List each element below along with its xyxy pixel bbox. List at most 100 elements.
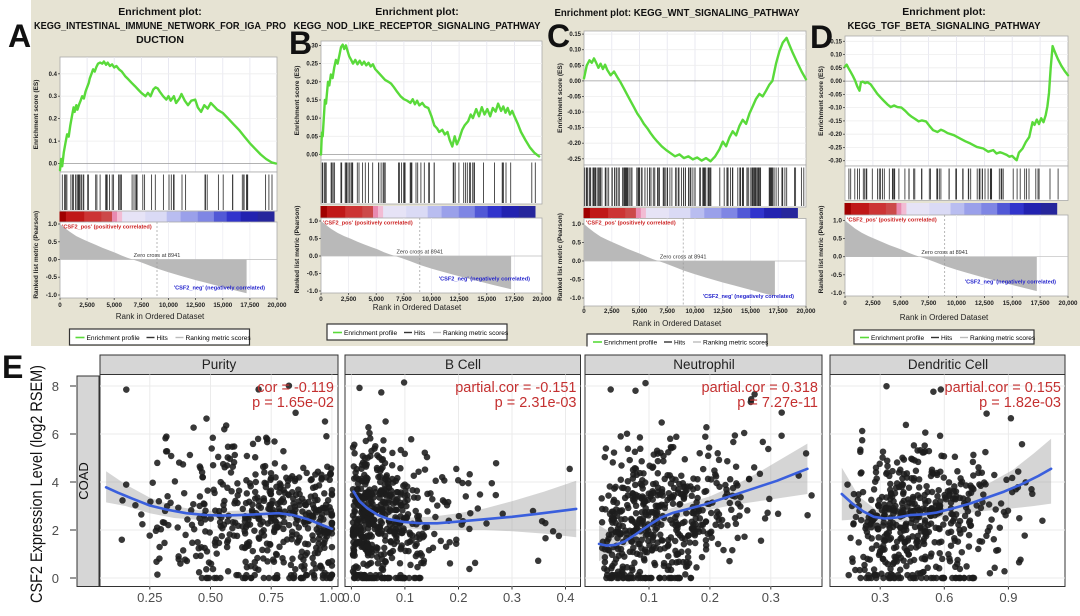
svg-text:Enrichment profile: Enrichment profile: [604, 340, 657, 347]
svg-text:Ranked list metric (Pearson): Ranked list metric (Pearson): [33, 211, 40, 299]
svg-text:0.15: 0.15: [569, 32, 581, 38]
svg-text:2: 2: [52, 523, 59, 538]
svg-text:12,500: 12,500: [186, 302, 205, 309]
svg-text:10,000: 10,000: [686, 308, 705, 315]
svg-text:17,500: 17,500: [240, 302, 259, 309]
svg-text:Ranking metric scores: Ranking metric scores: [970, 335, 1036, 342]
svg-text:0: 0: [58, 302, 62, 309]
svg-text:1.0: 1.0: [572, 221, 581, 228]
svg-text:15,000: 15,000: [1003, 300, 1022, 307]
svg-text:Enrichment plot: KEGG_WNT_SIGN: Enrichment plot: KEGG_WNT_SIGNALING_PATH…: [555, 7, 800, 19]
svg-text:17,500: 17,500: [1031, 300, 1050, 307]
svg-text:0.1: 0.1: [396, 590, 414, 605]
svg-text:-0.20: -0.20: [828, 132, 842, 138]
svg-text:15,000: 15,000: [741, 308, 760, 315]
svg-text:0.30: 0.30: [306, 43, 318, 49]
svg-text:0.75: 0.75: [259, 590, 284, 605]
svg-text:0.10: 0.10: [830, 53, 842, 59]
svg-text:Enrichment score (ES): Enrichment score (ES): [818, 66, 825, 136]
svg-text:'CSF2_pos' (positively correla: 'CSF2_pos' (positively correlated): [586, 221, 676, 227]
svg-text:Ranked list metric (Pearson): Ranked list metric (Pearson): [818, 206, 825, 294]
svg-text:DUCTION: DUCTION: [136, 34, 184, 46]
svg-text:Hits: Hits: [674, 340, 686, 347]
svg-text:2,500: 2,500: [865, 300, 881, 307]
svg-text:Zero cross at 8941: Zero cross at 8941: [921, 250, 968, 256]
svg-text:-0.25: -0.25: [828, 145, 842, 151]
svg-text:10,000: 10,000: [422, 296, 441, 303]
svg-text:1.00: 1.00: [319, 590, 344, 605]
svg-text:0.9: 0.9: [999, 590, 1017, 605]
svg-text:-0.5: -0.5: [831, 272, 843, 279]
svg-text:p = 7.27e-11: p = 7.27e-11: [737, 395, 818, 411]
svg-text:5,000: 5,000: [368, 296, 384, 303]
svg-text:Enrichment plot:: Enrichment plot:: [375, 6, 458, 18]
svg-text:1.0: 1.0: [309, 218, 318, 225]
svg-text:CSF2 Expression Level (log2 RS: CSF2 Expression Level (log2 RSEM): [28, 365, 46, 603]
svg-text:7,500: 7,500: [134, 302, 150, 309]
svg-text:A: A: [8, 18, 31, 54]
svg-text:7,500: 7,500: [396, 296, 412, 303]
svg-text:-1.0: -1.0: [307, 288, 319, 295]
svg-text:0.3: 0.3: [762, 590, 780, 605]
svg-text:4: 4: [52, 475, 59, 490]
svg-text:8: 8: [52, 379, 59, 394]
svg-text:'CSF2_neg' (negatively correla: 'CSF2_neg' (negatively correlated): [174, 285, 265, 291]
svg-text:-1.0: -1.0: [46, 292, 58, 299]
svg-text:0.25: 0.25: [306, 62, 318, 68]
svg-text:0.05: 0.05: [569, 63, 581, 69]
svg-text:-0.15: -0.15: [567, 126, 581, 132]
svg-text:0.3: 0.3: [49, 94, 58, 100]
svg-text:5,000: 5,000: [106, 302, 122, 309]
svg-text:Hits: Hits: [414, 330, 426, 337]
svg-text:KEGG_TGF_BETA_SIGNALING_PATHWA: KEGG_TGF_BETA_SIGNALING_PATHWAY: [848, 20, 1041, 32]
svg-text:15,000: 15,000: [477, 296, 496, 303]
svg-text:20,000: 20,000: [797, 308, 816, 315]
svg-text:Zero cross at 8941: Zero cross at 8941: [396, 250, 443, 256]
svg-text:0.1: 0.1: [49, 139, 58, 145]
svg-text:partial.cor = 0.318: partial.cor = 0.318: [702, 380, 818, 396]
svg-text:Enrichment profile: Enrichment profile: [344, 330, 397, 337]
svg-text:0.15: 0.15: [306, 98, 318, 104]
svg-text:Ranking metric scores: Ranking metric scores: [443, 330, 509, 337]
svg-text:-0.10: -0.10: [828, 106, 842, 112]
svg-text:0.20: 0.20: [306, 80, 318, 86]
svg-text:0.05: 0.05: [830, 66, 842, 72]
svg-text:0.0: 0.0: [833, 254, 842, 261]
svg-text:Enrichment score (ES): Enrichment score (ES): [294, 66, 301, 136]
svg-text:-0.5: -0.5: [570, 277, 582, 284]
svg-text:2,500: 2,500: [604, 308, 620, 315]
svg-text:-0.30: -0.30: [828, 159, 842, 165]
svg-text:0.0: 0.0: [48, 257, 57, 264]
svg-text:6: 6: [52, 427, 59, 442]
svg-text:-0.20: -0.20: [567, 141, 581, 147]
svg-text:Rank in Ordered Dataset: Rank in Ordered Dataset: [633, 319, 722, 328]
svg-text:17,500: 17,500: [769, 308, 788, 315]
svg-text:20,000: 20,000: [268, 302, 287, 309]
svg-text:-1.0: -1.0: [831, 290, 843, 297]
svg-text:Rank in Ordered Dataset: Rank in Ordered Dataset: [373, 303, 462, 312]
svg-text:0: 0: [843, 300, 847, 307]
svg-text:E: E: [2, 349, 23, 385]
svg-text:-0.10: -0.10: [567, 110, 581, 116]
svg-text:-0.05: -0.05: [828, 92, 842, 98]
svg-text:0.5: 0.5: [833, 236, 842, 243]
svg-text:cor = -0.119: cor = -0.119: [257, 380, 334, 396]
svg-text:0.4: 0.4: [556, 590, 574, 605]
svg-text:12,500: 12,500: [450, 296, 469, 303]
svg-text:partial.cor = -0.151: partial.cor = -0.151: [455, 380, 576, 396]
svg-text:10,000: 10,000: [947, 300, 966, 307]
svg-text:Enrichment score (ES): Enrichment score (ES): [557, 63, 564, 133]
svg-text:p = 1.65e-02: p = 1.65e-02: [252, 395, 334, 411]
svg-text:5,000: 5,000: [632, 308, 648, 315]
svg-text:0.4: 0.4: [49, 72, 58, 78]
svg-text:20,000: 20,000: [533, 296, 552, 303]
svg-text:0.0: 0.0: [572, 258, 581, 265]
svg-text:0.5: 0.5: [572, 240, 581, 247]
svg-text:-1.0: -1.0: [570, 295, 582, 302]
svg-text:Purity: Purity: [202, 357, 237, 372]
svg-text:0.3: 0.3: [871, 590, 889, 605]
svg-text:Zero cross at 8941: Zero cross at 8941: [134, 253, 181, 259]
svg-text:0.25: 0.25: [137, 590, 162, 605]
svg-text:7,500: 7,500: [659, 308, 675, 315]
svg-text:Enrichment profile: Enrichment profile: [87, 335, 140, 342]
